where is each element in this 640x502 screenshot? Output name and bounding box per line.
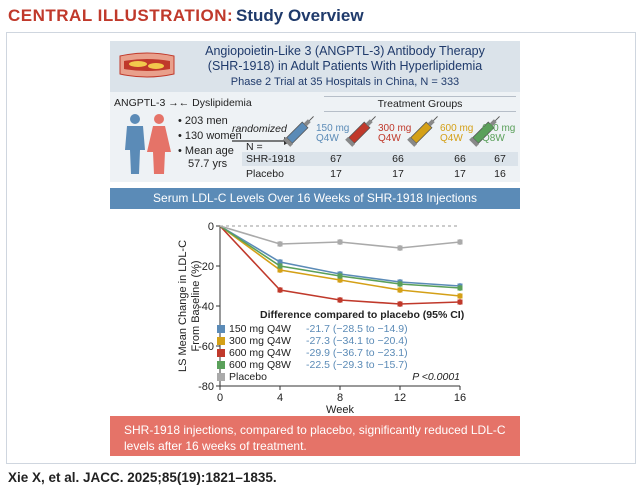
age-label: • Mean age	[178, 145, 234, 157]
angptl3-link-label: ANGPTL-3 →← Dyslipidemia	[114, 97, 252, 109]
table-row: Placebo 17 17 17 16	[246, 168, 506, 180]
data-point	[457, 285, 463, 291]
legend-label: 600 mg Q8W	[229, 359, 291, 371]
y-tick-label: -20	[198, 261, 214, 273]
data-point	[457, 239, 463, 245]
therapy-line-1: Angiopoietin-Like 3 (ANGPTL-3) Antibody …	[205, 44, 485, 58]
y-tick-label: 0	[208, 221, 214, 233]
data-point	[277, 241, 283, 247]
x-axis-label: Week	[326, 404, 354, 414]
legend-ci: -21.7 (−28.5 to −14.9)	[306, 323, 408, 335]
legend-header: Difference compared to placebo (95% CI)	[260, 309, 464, 321]
men-count: • 203 men	[178, 115, 228, 127]
legend-swatch	[217, 337, 225, 345]
x-tick-label: 0	[217, 392, 223, 404]
data-point	[397, 245, 403, 251]
x-tick-label: 4	[277, 392, 283, 404]
blood-vessel-icon	[119, 52, 175, 78]
title-bar: CENTRAL ILLUSTRATION: Study Overview	[0, 0, 640, 34]
study-design-panel	[110, 92, 520, 182]
p-value: P <0.0001	[412, 371, 460, 383]
group-150-label: 150 mg Q4W	[316, 123, 350, 144]
data-point	[397, 281, 403, 287]
age-value: 57.7 yrs	[188, 158, 228, 170]
data-point	[277, 263, 283, 269]
data-point	[337, 297, 343, 303]
treatment-groups-header: Treatment Groups	[324, 96, 516, 112]
legend-swatch	[217, 349, 225, 357]
therapy-header-box	[110, 41, 520, 92]
legend-label: 300 mg Q4W	[229, 335, 291, 347]
data-point	[277, 259, 283, 265]
data-point	[457, 299, 463, 305]
legend-ci: -29.9 (−36.7 to −23.1)	[306, 347, 408, 359]
citation: Xie X, et al. JACC. 2025;85(19):1821–183…	[8, 470, 277, 485]
legend-label: Placebo	[229, 371, 267, 383]
y-axis-label-line2: From Baseline (%)	[190, 260, 202, 351]
y-axis-label-line1: LS Mean Change in LDL-C	[177, 240, 189, 372]
legend-ci: -27.3 (−34.1 to −20.4)	[306, 335, 408, 347]
syringe-icons	[283, 116, 500, 147]
data-point	[397, 301, 403, 307]
legend-swatch	[217, 373, 225, 381]
trial-line: Phase 2 Trial at 35 Hospitals in China, …	[230, 76, 460, 88]
data-point	[337, 277, 343, 283]
group-600q8w-label: 600 mg Q8W	[482, 123, 516, 144]
legend-label: 150 mg Q4W	[229, 323, 291, 335]
patients-icon	[125, 114, 171, 174]
data-point	[457, 293, 463, 299]
legend-label: 600 mg Q4W	[229, 347, 291, 359]
data-point	[277, 287, 283, 293]
conclusion-box: SHR-1918 injections, compared to placebo…	[110, 416, 520, 456]
n-label: N =	[246, 141, 263, 153]
legend-swatch	[217, 325, 225, 333]
y-tick-label: -60	[198, 341, 214, 353]
group-300-label: 300 mg Q4W	[378, 123, 412, 144]
x-tick-label: 8	[337, 392, 343, 404]
title-main: CENTRAL ILLUSTRATION:	[8, 6, 234, 25]
women-count: • 130 women	[178, 130, 242, 142]
y-tick-label: -40	[198, 301, 214, 313]
data-point	[337, 273, 343, 279]
section-title-bar: Serum LDL-C Levels Over 16 Weeks of SHR-…	[110, 188, 520, 209]
data-point	[337, 239, 343, 245]
legend-swatch	[217, 361, 225, 369]
randomized-label: randomized	[232, 123, 287, 135]
title-sub: Study Overview	[236, 6, 364, 25]
legend-ci: -22.5 (−29.3 to −15.7)	[306, 359, 408, 371]
y-tick-label: -80	[198, 381, 214, 393]
x-tick-label: 16	[454, 392, 466, 404]
group-600q4w-label: 600 mg Q4W	[440, 123, 474, 144]
table-row: SHR-1918 67 66 66 67	[242, 152, 518, 166]
therapy-line-2: (SHR-1918) in Adult Patients With Hyperl…	[207, 59, 483, 73]
data-point	[397, 287, 403, 293]
data-point	[277, 267, 283, 273]
x-tick-label: 12	[394, 392, 406, 404]
